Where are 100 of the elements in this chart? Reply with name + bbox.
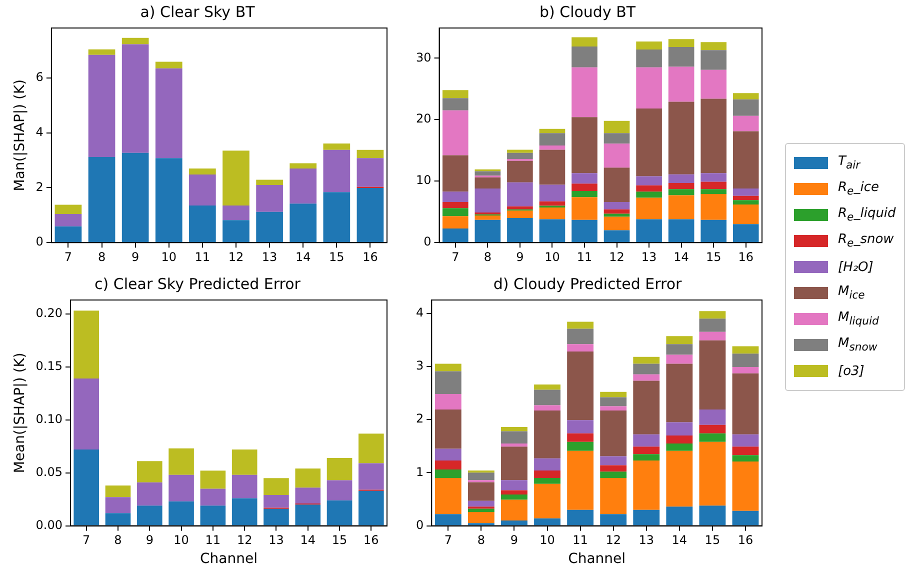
bar	[600, 406, 627, 411]
x-tick-label: 12	[609, 250, 624, 264]
x-tick-label: 13	[262, 250, 278, 264]
x-tick-label: 15	[332, 533, 348, 548]
x-tick-label: 8	[114, 533, 122, 548]
bar	[600, 410, 627, 456]
bar	[168, 501, 194, 526]
x-tick-label: 10	[544, 250, 560, 264]
bar	[434, 469, 462, 478]
bar	[534, 470, 560, 478]
x-tick-label: 8	[477, 533, 486, 548]
bar	[434, 448, 462, 460]
y-tick-label: 3	[416, 358, 424, 373]
bar	[290, 204, 317, 242]
bar	[358, 490, 384, 526]
bar	[633, 460, 660, 510]
bar	[122, 44, 149, 153]
x-tick-label: 8	[98, 250, 106, 264]
bar	[222, 206, 250, 220]
bar	[636, 42, 662, 50]
bar	[434, 371, 462, 394]
bar	[501, 446, 528, 480]
bar	[668, 195, 694, 220]
bar	[222, 220, 250, 242]
bar	[468, 500, 494, 507]
y-tick-label: 0.10	[36, 412, 63, 426]
bar	[501, 500, 528, 520]
bar	[501, 520, 528, 526]
bar	[636, 50, 662, 68]
bar	[732, 200, 759, 204]
bar	[442, 155, 468, 192]
x-tick-label: 15	[704, 533, 720, 548]
bar	[604, 168, 630, 202]
bar	[468, 472, 494, 480]
bar	[699, 340, 726, 410]
legend-label: [o3]	[838, 364, 864, 378]
bar	[507, 150, 533, 153]
bar	[633, 364, 660, 374]
bar	[700, 50, 726, 70]
bar	[358, 434, 384, 464]
bar	[54, 214, 82, 226]
bar	[122, 152, 149, 242]
bar	[572, 46, 598, 68]
bar	[539, 145, 566, 150]
bar	[732, 93, 759, 100]
legend-label: R$_{e}$_liquid	[838, 206, 896, 224]
x-tick-label: 7	[64, 250, 72, 264]
bar	[155, 62, 182, 68]
bar	[572, 117, 598, 174]
x-tick-label: 14	[295, 250, 311, 264]
bar	[600, 472, 627, 478]
x-tick-label: 9	[516, 250, 524, 264]
x-tick-label: 12	[236, 533, 252, 548]
bar	[222, 150, 250, 206]
y-tick-label: 2	[36, 180, 44, 194]
bar	[189, 168, 216, 175]
bar	[323, 192, 350, 242]
bar	[358, 463, 384, 490]
chart-title: c) Clear Sky Predicted Error	[94, 274, 302, 293]
bar	[604, 202, 630, 210]
bar	[105, 497, 131, 514]
bar	[200, 470, 226, 489]
bar	[668, 47, 694, 67]
bar	[442, 110, 468, 156]
x-tick-label: 13	[268, 533, 284, 548]
x-tick-label: 10	[540, 533, 555, 548]
x-tick-label: 16	[362, 250, 378, 264]
chart-title: b) Cloudy BT	[539, 2, 636, 21]
bar	[604, 230, 630, 242]
bar	[442, 216, 468, 228]
bar	[700, 70, 726, 99]
bar	[507, 210, 533, 218]
bar	[264, 478, 289, 496]
bar	[295, 504, 321, 526]
bar	[534, 484, 560, 518]
bar	[474, 216, 501, 220]
bar	[572, 37, 598, 46]
bar	[326, 458, 352, 480]
x-tick-label: 9	[146, 533, 154, 548]
x-tick-label: 15	[706, 250, 722, 264]
bar	[534, 390, 560, 406]
bar	[534, 458, 560, 471]
legend-label: M$_{ice}$	[838, 284, 865, 302]
bar	[474, 220, 501, 242]
bar	[442, 202, 468, 208]
bar	[136, 461, 162, 482]
y-tick-label: 20	[416, 112, 432, 126]
legend-label: M$_{liquid}$	[838, 310, 879, 328]
bar	[666, 422, 693, 436]
bar	[700, 189, 726, 194]
bar	[200, 488, 226, 506]
x-tick-label: 11	[205, 533, 221, 548]
bar	[732, 204, 759, 224]
bar	[501, 494, 528, 500]
bar	[732, 455, 759, 462]
bar	[232, 474, 258, 498]
x-axis-title: Channel	[200, 551, 258, 568]
bar	[434, 364, 462, 372]
bar	[572, 67, 598, 118]
x-tick-label: 16	[738, 533, 754, 548]
